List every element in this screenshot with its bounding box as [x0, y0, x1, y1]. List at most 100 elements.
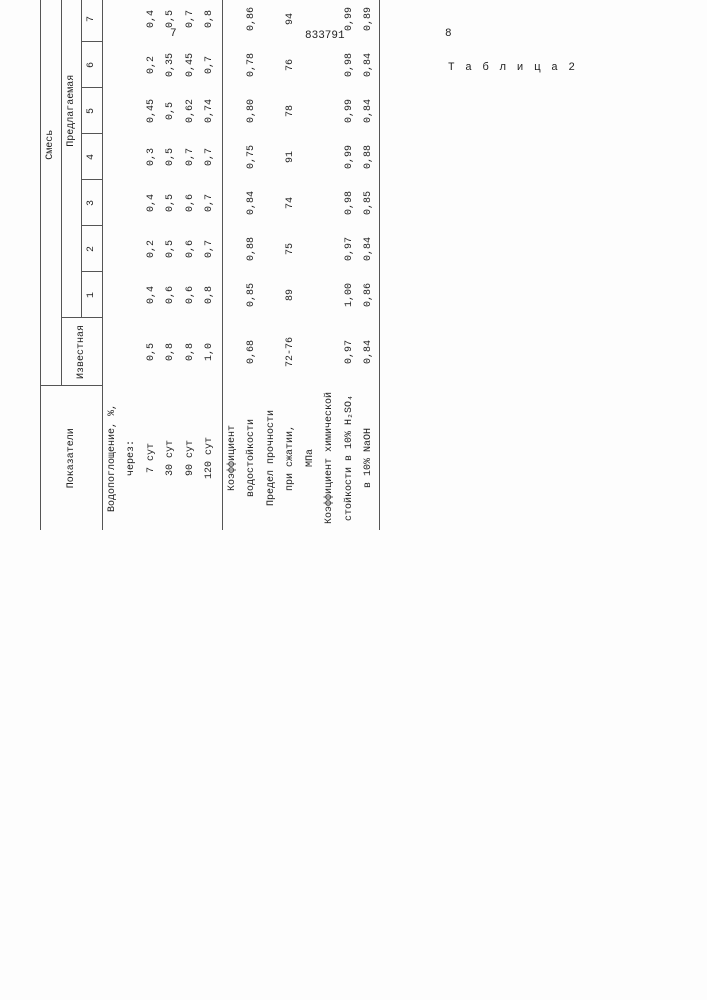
cell-value — [122, 0, 142, 42]
th-col-5: 5 — [82, 88, 103, 134]
data-table: Показатели Смесь Известная Предлагаемая … — [40, 0, 380, 530]
cell-value: 0,97 — [340, 226, 360, 272]
cell-value — [102, 272, 122, 318]
cell-value — [320, 180, 340, 226]
row-label: Коэффициент — [222, 386, 242, 530]
cell-izvestnaya — [122, 318, 142, 386]
cell-value — [320, 134, 340, 180]
cell-value: 0,7 — [181, 0, 201, 42]
table-row: Предел прочности — [262, 0, 282, 530]
row-label: водостойкости — [242, 386, 262, 530]
cell-value: 74 — [281, 180, 301, 226]
cell-value: 0,5 — [161, 226, 181, 272]
cell-value: 0,99 — [340, 134, 360, 180]
row-label: Предел прочности — [262, 386, 282, 530]
cell-value: 0,7 — [200, 134, 220, 180]
table-row: в 10% NaOH0,840,860,840,850,880,840,840,… — [359, 0, 379, 530]
cell-value — [301, 88, 321, 134]
row-label: Коэффициент химической — [320, 386, 340, 530]
cell-value: 0,98 — [340, 42, 360, 88]
th-col-2: 2 — [82, 226, 103, 272]
table-row: через: — [122, 0, 142, 530]
cell-value: 0,5 — [161, 134, 181, 180]
cell-izvestnaya — [262, 318, 282, 386]
cell-value — [262, 226, 282, 272]
cell-value: 0,5 — [161, 88, 181, 134]
cell-value: 1,00 — [340, 272, 360, 318]
cell-izvestnaya: 0,97 — [340, 318, 360, 386]
cell-value — [262, 88, 282, 134]
cell-value — [222, 0, 242, 42]
cell-izvestnaya: 0,84 — [359, 318, 379, 386]
cell-value — [102, 0, 122, 42]
cell-value: 0,84 — [359, 88, 379, 134]
table-body: Водопоглощение, %,через:7 сут0,50,40,20,… — [102, 0, 379, 530]
table-row: водостойкости0,680,850,880,840,750,800,7… — [242, 0, 262, 530]
cell-value: 0,7 — [200, 226, 220, 272]
cell-value — [102, 180, 122, 226]
cell-value: 0,45 — [142, 88, 162, 134]
th-predlagaemaya: Предлагаемая — [61, 0, 82, 318]
table-row: 90 сут0,80,60,60,60,70,620,450,70,70,50 — [181, 0, 201, 530]
cell-izvestnaya: 0,8 — [161, 318, 181, 386]
cell-izvestnaya — [301, 318, 321, 386]
cell-value: 0,45 — [181, 42, 201, 88]
cell-value: 0,7 — [181, 134, 201, 180]
th-col-1: 1 — [82, 272, 103, 318]
cell-value: 0,84 — [359, 226, 379, 272]
cell-izvestnaya: 0,5 — [142, 318, 162, 386]
th-col-6: 6 — [82, 42, 103, 88]
cell-value — [320, 226, 340, 272]
cell-value: 0,7 — [200, 42, 220, 88]
table-row: стойкости в 10% H₂SO₄0,971,000,970,980,9… — [340, 0, 360, 530]
page-number-right: 8 — [445, 28, 452, 40]
th-col-4: 4 — [82, 134, 103, 180]
row-label: Водопоглощение, %, — [102, 386, 122, 530]
cell-value — [102, 42, 122, 88]
cell-value — [262, 42, 282, 88]
cell-value — [102, 134, 122, 180]
cell-izvestnaya: 1,0 — [200, 318, 220, 386]
cell-value: 0,62 — [181, 88, 201, 134]
cell-value: 0,86 — [359, 272, 379, 318]
row-label: 7 сут — [142, 386, 162, 530]
cell-value: 0,6 — [161, 272, 181, 318]
table-row: МПа — [301, 0, 321, 530]
cell-value: 0,6 — [181, 272, 201, 318]
cell-value: 0,85 — [359, 180, 379, 226]
cell-value — [320, 272, 340, 318]
cell-value: 76 — [281, 42, 301, 88]
cell-value: 0,4 — [142, 0, 162, 42]
cell-value — [262, 0, 282, 42]
cell-value: 0,80 — [242, 88, 262, 134]
table-header: Показатели Смесь Известная Предлагаемая … — [41, 0, 103, 530]
cell-value: 91 — [281, 134, 301, 180]
table-row: Коэффициент химической — [320, 0, 340, 530]
table-row: 30 сут0,80,60,50,50,50,50,350,50,40,45 — [161, 0, 181, 530]
cell-value — [320, 88, 340, 134]
cell-value: 0,2 — [142, 42, 162, 88]
table-row: 120 сут1,00,80,70,70,70,740,70,80,80,75 — [200, 0, 220, 530]
cell-value — [122, 272, 142, 318]
cell-value: 75 — [281, 226, 301, 272]
cell-value: 0,6 — [181, 180, 201, 226]
cell-value: 0,6 — [181, 226, 201, 272]
cell-value: 94 — [281, 0, 301, 42]
cell-value: 0,5 — [161, 180, 181, 226]
cell-value: 0,84 — [242, 180, 262, 226]
table-row: Коэффициент — [222, 0, 242, 530]
cell-value: 89 — [281, 272, 301, 318]
cell-value: 0,35 — [161, 42, 181, 88]
th-col-3: 3 — [82, 180, 103, 226]
cell-izvestnaya — [102, 318, 122, 386]
cell-value: 0,88 — [242, 226, 262, 272]
table-row: при сжатии,72-76897574917876948077 — [281, 0, 301, 530]
row-label: в 10% NaOH — [359, 386, 379, 530]
cell-value: 0,4 — [142, 180, 162, 226]
row-label: через: — [122, 386, 142, 530]
cell-value — [301, 0, 321, 42]
cell-value: 0,99 — [340, 88, 360, 134]
cell-value: 0,8 — [200, 0, 220, 42]
cell-value: 0,88 — [359, 134, 379, 180]
cell-value — [301, 42, 321, 88]
